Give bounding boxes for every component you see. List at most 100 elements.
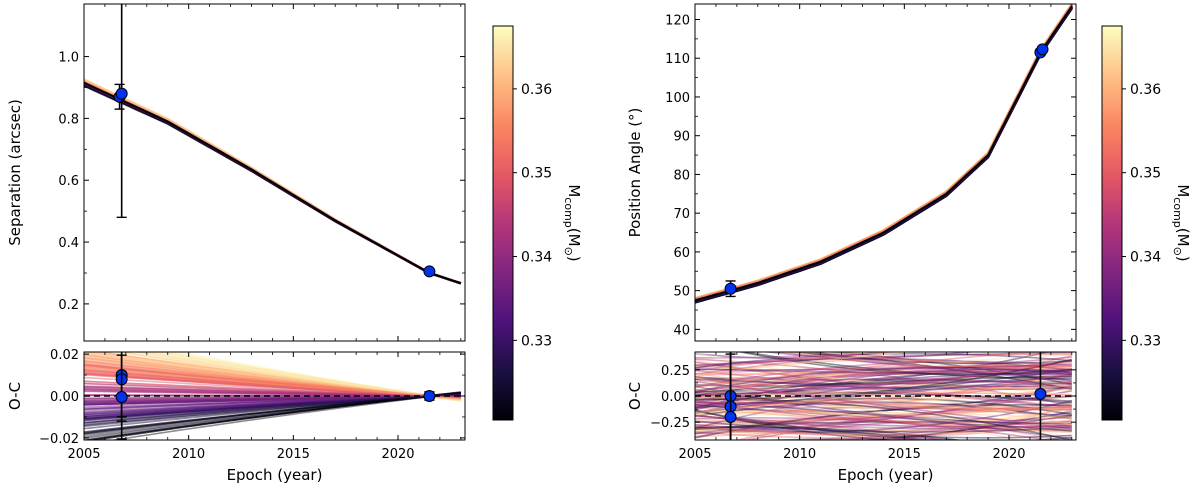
posterior-curve <box>695 5 1073 302</box>
posterior-curve <box>695 6 1073 303</box>
y-tick-label: 0.4 <box>58 236 79 251</box>
posterior-curve <box>84 369 461 399</box>
data-marker <box>115 391 128 404</box>
posterior-curve <box>695 6 1073 303</box>
posterior-curve <box>695 5 1073 302</box>
x-tick-label: 2005 <box>678 447 711 462</box>
posterior-curve <box>695 4 1073 300</box>
posterior-curve <box>695 373 1072 388</box>
posterior-curve <box>84 357 461 400</box>
posterior-curve <box>695 357 1072 371</box>
posterior-curve <box>695 375 1072 394</box>
posterior-curve <box>695 4 1073 301</box>
posterior-curve <box>695 4 1073 301</box>
y-tick-label: 0.8 <box>58 112 79 127</box>
posterior-curve <box>695 5 1073 302</box>
posterior-curve <box>695 378 1072 397</box>
y-tick-label: 0.00 <box>50 390 79 405</box>
posterior-curve <box>156 352 461 401</box>
posterior-curve <box>84 385 461 398</box>
y-tick-label: 0.25 <box>661 364 690 379</box>
posterior-curve <box>695 352 869 359</box>
posterior-curve <box>84 393 461 418</box>
posterior-curve <box>695 352 1072 395</box>
posterior-curve <box>695 365 1072 376</box>
posterior-curve <box>777 352 1072 369</box>
posterior-curve <box>695 4 1073 300</box>
posterior-curve <box>695 388 1072 408</box>
posterior-curve <box>695 409 1063 440</box>
posterior-curve <box>695 414 1072 430</box>
posterior-curve <box>84 393 461 415</box>
posterior-curve <box>695 426 1072 435</box>
posterior-curve <box>824 352 1072 385</box>
posterior-curve <box>84 393 461 422</box>
posterior-curve <box>84 392 461 440</box>
colorbar-tick-label: 0.35 <box>1130 166 1161 182</box>
best-fit-line <box>84 81 462 285</box>
posterior-curve <box>156 352 461 402</box>
posterior-curve <box>695 397 1072 416</box>
posterior-curve <box>695 7 1073 304</box>
posterior-curve <box>695 399 1072 423</box>
posterior-curve <box>695 403 1072 439</box>
posterior-curve <box>84 373 461 399</box>
posterior-curve <box>170 352 461 402</box>
position-angle-main-panel: 40 50 60 70 80 90 100 110 120 Position Angle (°) <box>626 3 1077 342</box>
posterior-curve <box>695 7 1073 303</box>
colorbar-1: 0.33 0.34 0.35 0.36 Mcomp(M⊙) <box>492 25 583 421</box>
posterior-curve <box>695 391 1072 404</box>
posterior-curve <box>84 366 461 400</box>
posterior-curve <box>839 420 1072 440</box>
colorbar-label-part: (M <box>1174 228 1192 247</box>
posterior-curve <box>84 393 461 421</box>
posterior-curve <box>84 393 461 420</box>
x-tick-label: 2015 <box>277 447 310 462</box>
posterior-curve <box>695 4 1073 300</box>
posterior-curve <box>695 390 1072 433</box>
y-tick-label: 0.6 <box>58 174 79 189</box>
posterior-curve <box>695 6 1073 303</box>
y-tick-label: 70 <box>673 207 690 222</box>
posterior-curve <box>84 392 461 440</box>
posterior-curve <box>84 366 461 399</box>
posterior-curve <box>695 361 1072 375</box>
posterior-curve <box>84 371 461 399</box>
posterior-curve <box>695 5 1073 302</box>
posterior-curve <box>109 392 461 440</box>
posterior-curve <box>114 352 461 401</box>
y-tick-label: −0.02 <box>39 432 79 447</box>
posterior-curve <box>84 373 461 399</box>
posterior-curve <box>695 369 1072 409</box>
posterior-curve <box>695 5 1073 302</box>
posterior-curve <box>84 385 461 398</box>
separation-main-panel: 0.2 0.4 0.6 0.8 1.0 Separation (arcsec) <box>6 3 466 342</box>
posterior-curve <box>695 4 1073 300</box>
posterior-curve <box>84 391 461 440</box>
posterior-curve <box>112 352 461 401</box>
posterior-curve <box>695 5 1073 301</box>
posterior-curve <box>695 426 964 440</box>
posterior-curve <box>84 394 461 410</box>
posterior-curve <box>695 376 1072 410</box>
posterior-curve <box>84 367 461 399</box>
posterior-curve <box>695 355 1072 401</box>
posterior-curve <box>142 352 461 401</box>
posterior-curve <box>84 394 461 406</box>
posterior-curve <box>695 368 1072 376</box>
posterior-curve <box>84 392 461 435</box>
y-tick-label: 0.02 <box>50 348 79 363</box>
posterior-curve <box>84 392 461 436</box>
posterior-curve <box>84 393 461 420</box>
posterior-curve <box>695 5 1073 302</box>
posterior-curve <box>161 352 461 402</box>
posterior-curve <box>695 380 1072 386</box>
posterior-curve <box>695 363 1072 392</box>
posterior-curve <box>695 381 1072 404</box>
posterior-curve <box>695 414 1072 428</box>
posterior-curve <box>84 365 461 400</box>
colorbar-tick-label: 0.34 <box>1130 250 1161 266</box>
posterior-curve <box>695 352 1051 388</box>
posterior-curve <box>84 393 461 416</box>
